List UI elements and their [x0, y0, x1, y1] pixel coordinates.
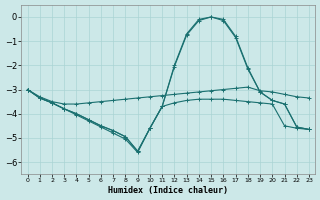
- X-axis label: Humidex (Indice chaleur): Humidex (Indice chaleur): [108, 186, 228, 195]
